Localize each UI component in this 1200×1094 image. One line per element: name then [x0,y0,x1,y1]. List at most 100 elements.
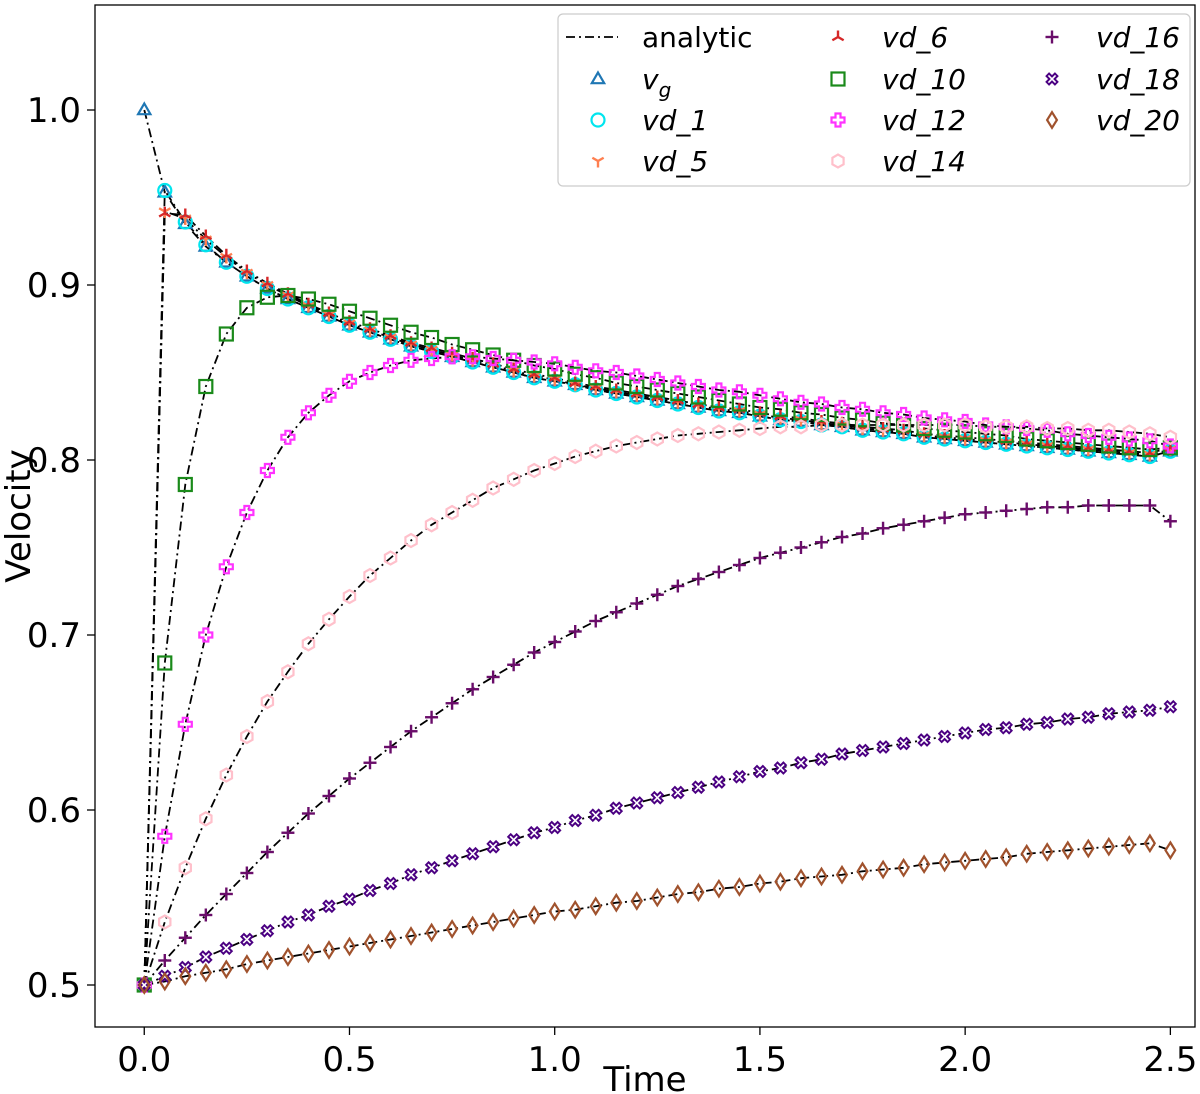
point-vd_10 [423,329,440,346]
point-vd_18 [527,825,541,840]
point-vd_14 [486,480,500,496]
point-vd_18 [465,846,480,861]
legend-marker-vd_6 [831,30,845,42]
point-vd_18 [383,876,398,891]
point-vd_12 [198,627,214,643]
point-vd_6 [261,276,274,288]
point-vd_20 [281,947,295,967]
point-vd_14 [158,914,172,930]
point-vd_18 [937,729,952,744]
plot-frame [94,4,1196,1028]
point-vd_10 [978,426,994,442]
y-tick-label: 0.5 [27,966,81,1006]
point-vd_10 [300,291,317,307]
point-vd_16 [1020,502,1034,516]
legend-item-vd_20: vd_20 [1045,104,1180,137]
point-vd_18 [260,923,275,938]
point-vd_12 [362,364,378,381]
point-vd_20 [528,905,541,925]
point-vd_10 [259,289,275,305]
legend-label-vd_12: vd_12 [882,104,966,137]
point-vd_14 [671,427,685,444]
point-vd_20 [1143,833,1156,854]
point-vd_14 [527,462,541,479]
point-vd_14 [424,517,439,533]
point-vd_18 [301,908,316,922]
point-vd_18 [896,736,911,751]
point-vd_12 [465,349,481,365]
point-vd_10 [649,382,665,398]
point-vd_16 [199,908,213,922]
point-vd_16 [178,931,192,945]
point-vd_12 [608,364,624,381]
point-vd_10 [588,370,604,386]
point-vd_14 [855,417,870,433]
point-vd_20 [733,877,746,897]
point-vd_20 [589,896,602,917]
point-vd_18 [629,796,644,810]
point-vd_18 [1019,717,1034,732]
point-vd_18 [978,722,993,737]
point-vd_16 [979,506,993,519]
point-vd_14 [383,550,398,566]
point-vd_10 [362,310,378,326]
point-vd_16 [219,887,233,901]
series-vd_12 [136,349,1179,993]
point-vd_14 [199,811,213,827]
point-vd_18 [240,932,254,947]
point-vd_14 [322,611,336,628]
point-vd_16 [1081,499,1095,512]
point-vd_14 [958,417,972,433]
point-vd_18 [1122,705,1137,719]
point-vd_18 [814,752,829,767]
point-vd_14 [404,532,418,549]
point-vd_20 [220,959,233,980]
point-vd_16 [773,546,787,560]
point-vd_10 [218,326,234,342]
point-vd_18 [568,813,583,828]
point-vd_14 [999,419,1013,435]
point-vd_12 [731,384,748,400]
y-tick-label: 0.7 [27,616,81,656]
legend-item-vd_10: vd_10 [830,63,966,96]
point-vd_14 [978,419,993,435]
point-vd_12 [813,396,830,412]
point-vd_16 [301,807,315,820]
point-vd_14 [588,443,603,459]
point-vd_14 [1143,426,1157,442]
point-vd_12 [916,410,932,426]
y-tick-label: 0.8 [27,441,81,481]
point-vd_10 [1142,441,1158,458]
point-vd_10 [567,366,583,382]
point-vd_14 [814,417,829,433]
point-vd_14 [876,417,890,433]
point-vd_10 [321,296,337,312]
point-vd_18 [732,769,747,784]
analytic-curve-vd_20 [144,842,1171,986]
point-vd_16 [917,514,931,528]
x-axis-label: Time [602,1060,686,1094]
point-vd_20 [322,940,336,960]
legend-item-vd_18: vd_18 [1045,63,1180,96]
point-vd_16 [404,724,418,738]
point-vd_16 [527,646,541,659]
point-vd_14 [650,431,665,447]
point-vd_16 [630,597,644,610]
point-vd_18 [1101,706,1116,721]
point-vd_20 [1061,840,1074,861]
point-vd_14 [281,664,295,680]
point-vd_12 [649,371,665,388]
point-vd_12 [506,352,522,368]
point-vd_14 [937,417,952,433]
point-vd_18 [712,775,726,789]
point-vd_10 [382,317,399,333]
x-axis-ticks: 0.0 0.5 1.0 1.5 2.0 2.5 [117,1027,1197,1080]
point-vg [259,279,276,294]
point-vd_16 [425,710,439,724]
point-vd_18 [506,832,521,847]
point-vd_18 [281,915,295,929]
point-vd_16 [732,558,746,572]
point-vd_12 [239,504,255,521]
